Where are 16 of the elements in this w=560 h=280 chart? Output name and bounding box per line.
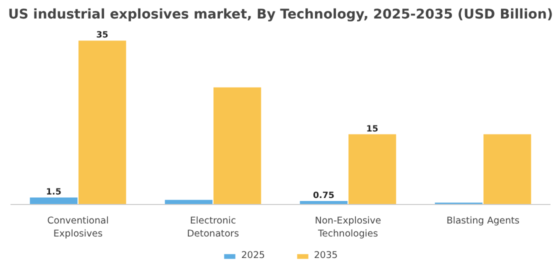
bar xyxy=(213,87,262,204)
x-tick-label: Blasting Agents xyxy=(446,216,520,226)
x-tick-label: Conventional Explosives xyxy=(47,216,109,240)
bar xyxy=(483,134,532,204)
legend-label: 2025 xyxy=(241,250,265,261)
data-label: 0.75 xyxy=(313,190,334,201)
x-tick-label: Electronic Detonators xyxy=(187,216,240,240)
bar xyxy=(30,197,78,204)
data-label: 15 xyxy=(366,124,378,134)
data-label: 35 xyxy=(96,30,108,41)
bar xyxy=(348,134,396,204)
legend-label: 2035 xyxy=(314,250,338,261)
x-tick-label: Non-Explosive Technologies xyxy=(314,216,382,240)
chart-title: US industrial explosives market, By Technology, 2025-2035 (USD Billion) xyxy=(8,8,553,22)
bar xyxy=(78,40,126,204)
data-label: 1.5 xyxy=(46,187,62,198)
